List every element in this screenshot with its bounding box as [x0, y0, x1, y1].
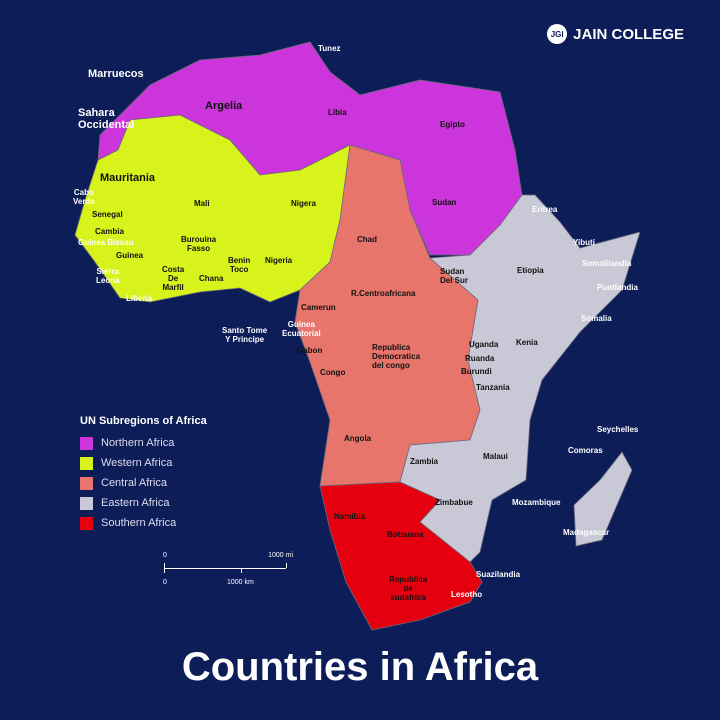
scale-bar: 0 1000 mi 0 1000 km	[163, 552, 293, 588]
legend-label: Southern Africa	[101, 517, 177, 529]
country-label: Santo Tome Y Principe	[222, 326, 268, 344]
legend-title: UN Subregions of Africa	[80, 415, 207, 427]
country-label: Marruecos	[88, 68, 144, 80]
country-label: Cambia	[95, 227, 124, 236]
legend-item: Western Africa	[80, 453, 207, 473]
country-label: Congo	[320, 368, 346, 377]
country-label: Tanzania	[476, 383, 510, 392]
legend-swatch	[80, 456, 93, 470]
scale-tick	[164, 563, 165, 573]
country-label: Camerun	[301, 303, 336, 312]
country-label: Chad	[357, 235, 377, 244]
country-label: Somalia	[581, 314, 612, 323]
legend-swatch	[80, 516, 93, 530]
country-label: Sierra Leona	[96, 267, 120, 285]
country-label: Mali	[194, 199, 210, 208]
legend-label: Northern Africa	[101, 437, 175, 449]
country-label: Argelia	[205, 100, 243, 112]
country-label: Sahara Occidental	[78, 107, 135, 131]
country-label: Comoras	[568, 446, 603, 455]
country-label: Guinea Bissau	[78, 238, 134, 247]
country-label: Libia	[328, 108, 347, 117]
country-label: Ruanda	[465, 354, 495, 363]
country-label: Mauritania	[100, 172, 156, 184]
country-label: Zimbabue	[435, 498, 473, 507]
country-label: Mozambique	[512, 498, 561, 507]
scale-zero-mi: 0	[163, 552, 167, 559]
country-label: Somalilandia	[582, 259, 632, 268]
country-label: Benin Toco	[228, 256, 251, 274]
country-label: Tunez	[318, 44, 341, 53]
madagascar-island	[573, 451, 633, 547]
country-label: Nigeria	[265, 256, 293, 265]
country-label: Sudan Del Sur	[440, 267, 469, 285]
country-label: Chana	[199, 274, 224, 283]
country-label: Republica de sudafrica	[389, 575, 428, 602]
country-label: Cabo Verde	[73, 188, 95, 206]
scale-zero-km: 0	[163, 579, 167, 586]
country-label: Guinea Ecuatorial	[282, 320, 321, 338]
scale-tick	[241, 568, 242, 573]
country-label: Burouina Fasso	[181, 235, 217, 253]
brand-name: JAIN COLLEGE	[573, 25, 684, 43]
country-label: Botsuana	[387, 530, 424, 539]
country-label: Lesotho	[451, 590, 483, 599]
region-southern-africa	[319, 481, 483, 631]
country-label: Republica Democratica del congo	[372, 343, 421, 370]
country-label: Nigera	[291, 199, 316, 208]
country-label: Angola	[344, 434, 372, 443]
country-label: Namibia	[334, 512, 366, 521]
country-label: Kenia	[516, 338, 538, 347]
scale-miles: 1000 mi	[268, 552, 293, 559]
country-label: Seychelles	[597, 425, 639, 434]
country-label: Burundi	[461, 367, 492, 376]
jgi-logo: JGI	[547, 24, 568, 44]
country-label: Gabon	[297, 346, 323, 355]
country-label: R.Centroafricana	[351, 289, 416, 298]
country-label: Eritrea	[532, 205, 558, 214]
scale-km: 1000 km	[227, 579, 254, 586]
page-title: Countries in Africa	[181, 645, 539, 689]
country-label: Guinea	[116, 251, 144, 260]
country-label: Costa De Marfil	[162, 265, 185, 292]
country-label: Liberia	[126, 294, 153, 303]
country-label: Puntlandia	[597, 283, 638, 292]
country-label: Egipto	[440, 120, 465, 129]
legend-label: Central Africa	[101, 477, 168, 489]
country-label: Zambia	[410, 457, 439, 466]
country-label: Senegal	[92, 210, 123, 219]
legend-label: Western Africa	[101, 457, 173, 469]
country-label: Uganda	[469, 340, 499, 349]
scale-tick	[286, 563, 287, 568]
country-label: Sudan	[432, 198, 457, 207]
legend-swatch	[80, 436, 93, 450]
region-eastern-africa	[399, 194, 641, 563]
legend: UN Subregions of Africa Northern Africa …	[80, 415, 207, 533]
legend-item: Northern Africa	[80, 433, 207, 453]
country-label: Malaui	[483, 452, 508, 461]
brand: JGI JAIN COLLEGE	[547, 24, 684, 44]
country-label: Etiopia	[517, 266, 544, 275]
legend-swatch	[80, 496, 93, 510]
country-label: Suazilandia	[476, 570, 521, 579]
country-label: Yibuti	[573, 238, 595, 247]
legend-item: Central Africa	[80, 473, 207, 493]
legend-item: Southern Africa	[80, 513, 207, 533]
legend-label: Eastern Africa	[101, 497, 170, 509]
legend-item: Eastern Africa	[80, 493, 207, 513]
country-label: Madagascar	[563, 528, 610, 537]
legend-swatch	[80, 476, 93, 490]
scale-line	[164, 568, 286, 569]
